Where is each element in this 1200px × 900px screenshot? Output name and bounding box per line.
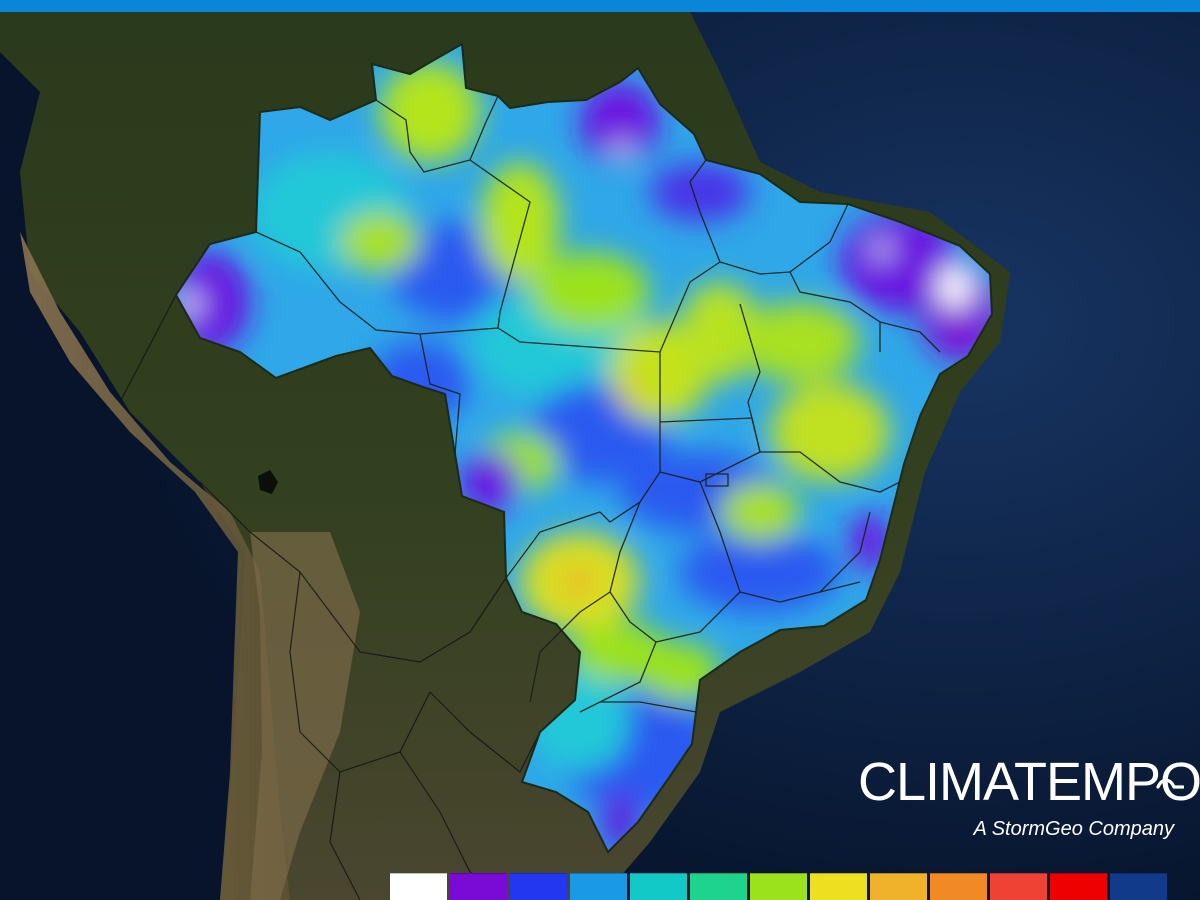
state-borders [255, 95, 941, 713]
header-bar [0, 0, 1200, 12]
color-scale-legend [390, 873, 1170, 900]
legend-swatch-9 [870, 873, 927, 900]
legend-swatch-8 [810, 873, 867, 900]
legend-swatch-10 [930, 873, 987, 900]
legend-swatch-1 [390, 873, 447, 900]
neighbor-borders [119, 294, 541, 900]
legend-swatch-3 [510, 873, 567, 900]
brand-tagline: A StormGeo Company [973, 818, 1174, 840]
legend-swatch-7 [750, 873, 807, 900]
legend-swatch-12 [1050, 873, 1107, 900]
legend-swatch-11 [990, 873, 1047, 900]
legend-swatch-6 [690, 873, 747, 900]
wave-dash-icon [1156, 778, 1184, 789]
legend-swatch-5 [630, 873, 687, 900]
highlands [250, 532, 360, 900]
legend-swatch-4 [570, 873, 627, 900]
legend-swatch-2 [450, 873, 507, 900]
lake-titicaca [258, 470, 278, 494]
brand-name: CLIMATEMPO [858, 752, 1200, 812]
climatempo-logo: CLIMATEMPO A StormGeo Company [858, 752, 1200, 844]
precipitation-map [0, 12, 1200, 900]
legend-swatch-13 [1110, 873, 1167, 900]
